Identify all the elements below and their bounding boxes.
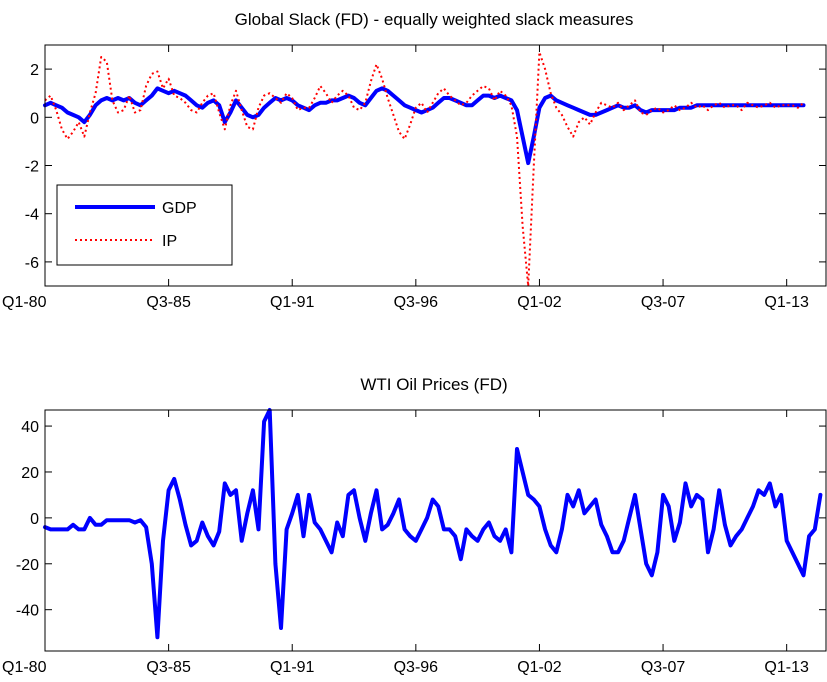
bottom-y-tick-label: 40 [21, 419, 39, 436]
bottom-y-tick-label: 0 [30, 511, 39, 528]
bottom-chart-title: WTI Oil Prices (FD) [360, 375, 507, 394]
top-y-tick-label: -6 [25, 255, 39, 272]
top-chart-title: Global Slack (FD) - equally weighted sla… [235, 10, 634, 29]
top-x-tick-label: Q3-96 [394, 294, 439, 311]
top-chart: Global Slack (FD) - equally weighted sla… [2, 10, 827, 311]
top-x-tick-label: Q1-02 [517, 294, 562, 311]
bottom-series-line-0 [43, 408, 823, 640]
top-legend: GDP IP [56, 184, 233, 266]
bottom-x-tick-label: Q1-02 [517, 659, 562, 676]
bottom-chart: WTI Oil Prices (FD) 40 20 0 -20 -40 Q1-80 Q3-8… [2, 375, 827, 676]
top-y-tick-label: 2 [30, 62, 39, 79]
legend-ip-label: IP [162, 233, 177, 250]
top-x-tick-label: Q3-85 [146, 294, 191, 311]
top-x-tick-label: Q1-80 [2, 294, 47, 311]
bottom-x-tick-label: Q3-96 [394, 659, 439, 676]
bottom-y-tick-label: -40 [16, 603, 39, 620]
top-x-tick-label: Q1-13 [764, 294, 809, 311]
bottom-y-tick-label: 20 [21, 465, 39, 482]
bottom-chart-frame [44, 409, 827, 652]
top-x-tick-label: Q3-07 [641, 294, 686, 311]
bottom-x-tick-label: Q3-85 [146, 659, 191, 676]
top-y-tick-label: -4 [25, 207, 39, 224]
bottom-y-tick-label: -20 [16, 557, 39, 574]
bottom-x-tick-label: Q1-80 [2, 659, 47, 676]
bottom-x-tick-label: Q1-91 [270, 659, 315, 676]
bottom-x-tick-label: Q3-07 [641, 659, 686, 676]
top-x-tick-label: Q1-91 [270, 294, 315, 311]
legend-box [56, 184, 233, 266]
top-y-tick-label: -2 [25, 159, 39, 176]
top-y-tick-label: 0 [30, 110, 39, 127]
bottom-x-tick-label: Q1-13 [764, 659, 809, 676]
legend-gdp-label: GDP [162, 200, 197, 217]
top-series-gdp [43, 86, 806, 166]
